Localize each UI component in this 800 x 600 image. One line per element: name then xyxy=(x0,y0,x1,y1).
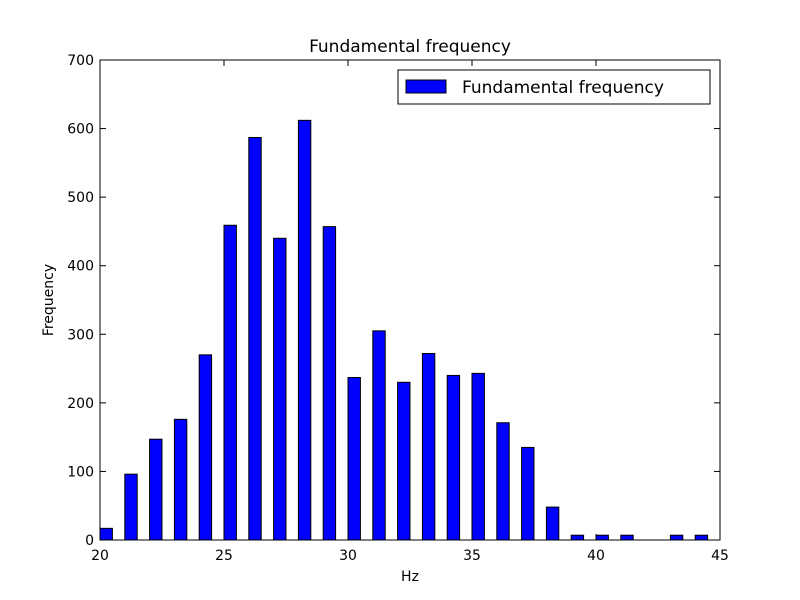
bar xyxy=(124,473,138,541)
bar xyxy=(446,374,461,541)
y-tick-label: 200 xyxy=(67,396,94,412)
plot-frame xyxy=(99,59,721,541)
x-tick-label: 30 xyxy=(339,548,357,564)
y-tick-label: 100 xyxy=(67,464,94,480)
bar xyxy=(248,136,262,541)
y-axis-label: Frequency xyxy=(41,264,57,336)
bar xyxy=(397,381,411,541)
bar xyxy=(421,352,436,541)
bar xyxy=(496,422,510,541)
bar xyxy=(347,376,361,541)
legend: Fundamental frequency xyxy=(397,69,711,105)
bar xyxy=(595,534,609,541)
y-tick-label: 400 xyxy=(67,259,94,275)
legend-swatch xyxy=(405,79,447,94)
bar xyxy=(545,506,560,541)
bar xyxy=(297,119,312,541)
y-tick-label: 300 xyxy=(67,327,94,343)
y-tick-label: 500 xyxy=(67,190,94,206)
bar xyxy=(694,534,709,541)
legend-label: Fundamental frequency xyxy=(462,78,664,98)
x-tick-label: 40 xyxy=(587,548,605,564)
bar xyxy=(198,354,213,541)
bar xyxy=(471,372,485,541)
bar xyxy=(99,527,113,541)
bars xyxy=(99,119,709,541)
bar xyxy=(620,534,634,541)
x-tick-label: 35 xyxy=(463,548,481,564)
bar xyxy=(669,534,684,541)
bar xyxy=(149,438,163,541)
legend-box xyxy=(397,69,711,105)
y-tick-label: 700 xyxy=(67,53,94,69)
bar xyxy=(521,446,535,541)
tick-labels: 20 25 30 35 40 45 0 100 200 300 400 500 600 700 xyxy=(67,53,729,564)
x-tick-label: 20 xyxy=(91,548,109,564)
bar xyxy=(223,224,237,541)
bar xyxy=(322,226,337,541)
x-tick-label: 45 xyxy=(711,548,729,564)
y-tick-label: 0 xyxy=(85,533,94,549)
bar xyxy=(570,534,585,541)
bar xyxy=(273,237,287,541)
ticks xyxy=(99,59,721,541)
y-tick-label: 600 xyxy=(67,122,94,138)
bar xyxy=(372,330,386,541)
x-tick-label: 25 xyxy=(215,548,233,564)
chart-title: Fundamental frequency xyxy=(309,37,511,57)
x-axis-label: Hz xyxy=(401,569,419,585)
bar xyxy=(173,418,188,541)
